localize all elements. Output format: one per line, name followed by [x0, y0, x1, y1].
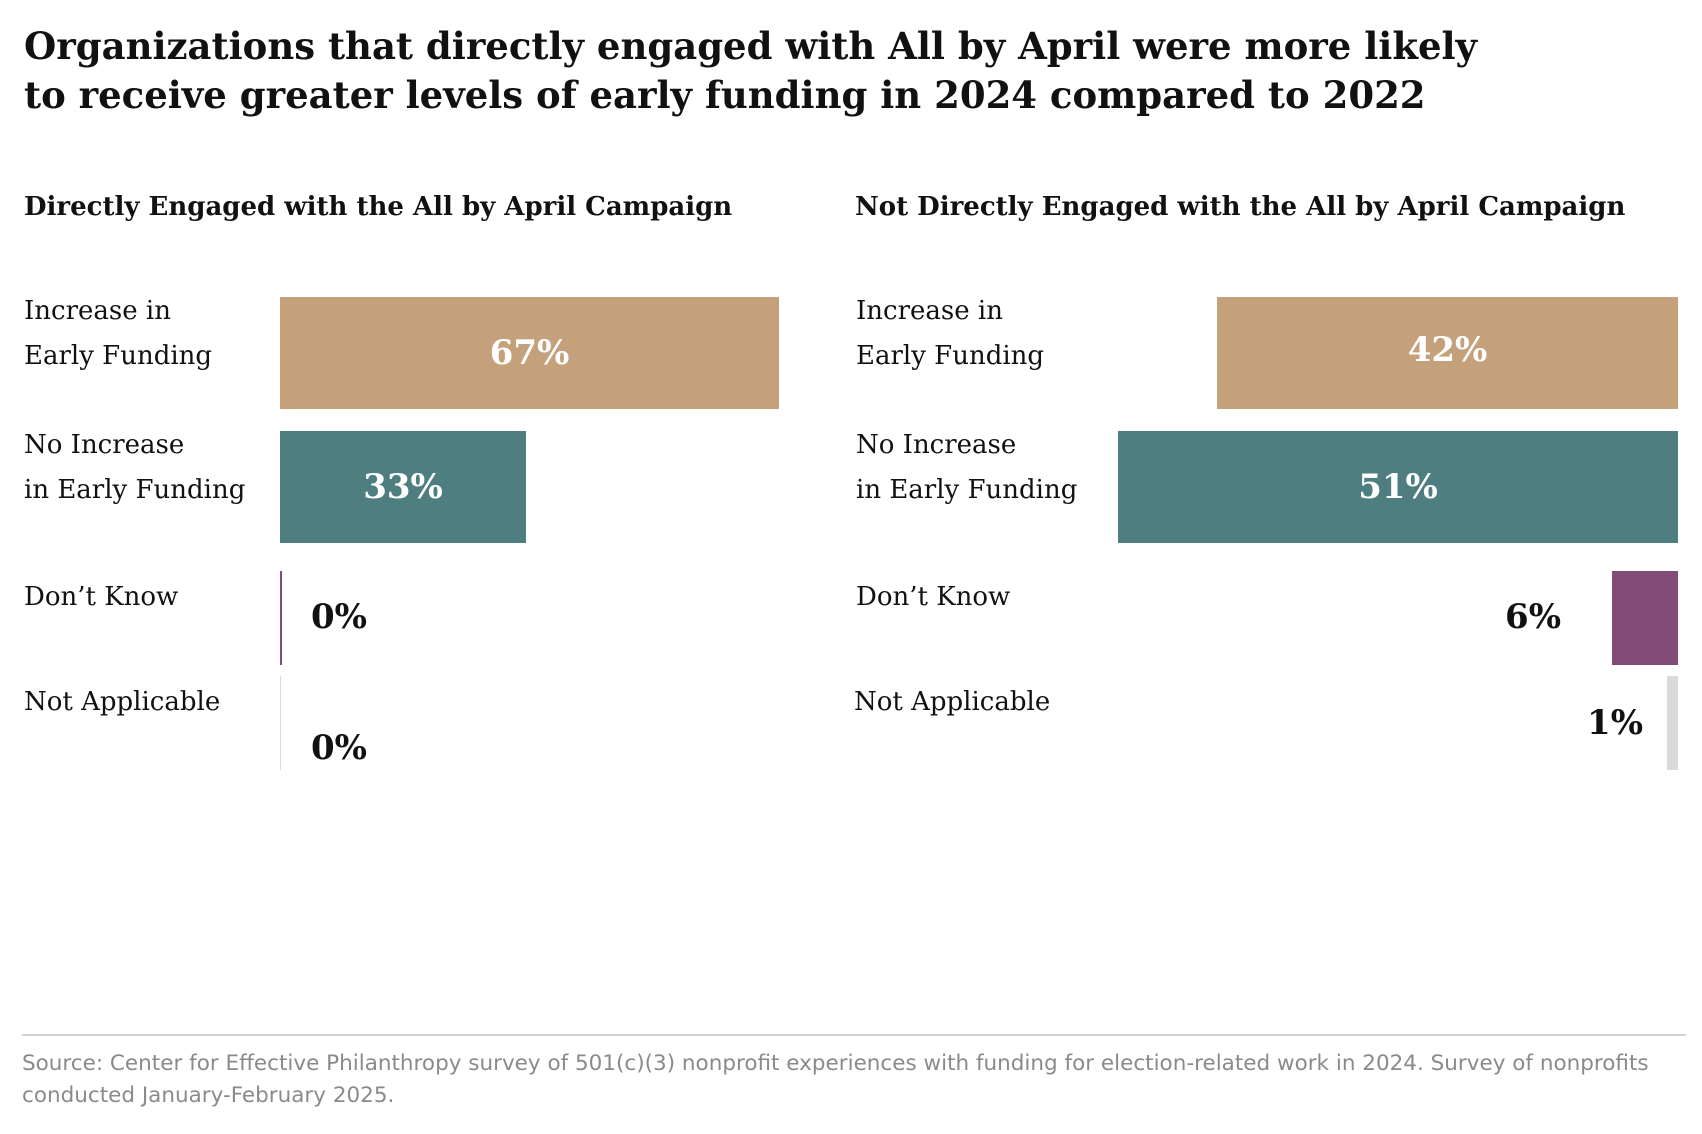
category-label-line: Early Funding	[24, 341, 213, 371]
bar-no-increase	[280, 431, 526, 543]
category-label-line: Increase in	[24, 296, 171, 326]
bar-dont-know	[280, 571, 282, 665]
bar-not-applicable	[280, 676, 281, 770]
value-label: 33%	[363, 467, 443, 507]
category-label-line: in Early Funding	[856, 475, 1078, 505]
bar-row-no-increase: No Increase in Early Funding 51%	[832, 430, 1678, 543]
value-label: 0%	[311, 728, 367, 768]
bar-increase	[1217, 297, 1678, 409]
category-label-line: Don’t Know	[856, 582, 1011, 612]
bar-no-increase	[1118, 431, 1678, 543]
category-label-line: in Early Funding	[24, 475, 246, 505]
source-note: Source: Center for Effective Philanthrop…	[22, 1051, 1649, 1108]
category-label: Increase in Early Funding	[24, 289, 212, 379]
panel-subtitle: Directly Engaged with the All by April C…	[24, 192, 733, 222]
category-label: Don’t Know	[856, 575, 1010, 620]
bar-row-not-applicable: Not Applicable 1%	[832, 676, 1678, 770]
chart-title-line-1: Organizations that directly engaged with…	[24, 24, 1478, 68]
bar-row-not-applicable: Not Applicable 0%	[0, 676, 820, 770]
category-label: No Increase in Early Funding	[856, 423, 1077, 513]
chart-title-line-2: to receive greater levels of early fundi…	[24, 73, 1426, 117]
category-label-line: Not Applicable	[854, 687, 1051, 717]
panel-directly-engaged: Directly Engaged with the All by April C…	[0, 186, 820, 826]
category-label-line: Not Applicable	[24, 687, 221, 717]
bar-row-dont-know: Don’t Know 0%	[0, 571, 820, 665]
value-label: 0%	[311, 597, 367, 637]
category-label: Don’t Know	[24, 575, 178, 620]
category-label: Increase in Early Funding	[856, 289, 1044, 379]
bar-row-no-increase: No Increase in Early Funding 33%	[0, 430, 820, 543]
bar-row-increase: Increase in Early Funding 67%	[0, 296, 820, 409]
category-label-line: Early Funding	[856, 341, 1045, 371]
category-label-line: No Increase	[856, 430, 1017, 460]
chart-title: Organizations that directly engaged with…	[24, 22, 1624, 120]
category-label-line: Don’t Know	[24, 582, 179, 612]
bar-not-applicable	[1667, 676, 1678, 770]
category-label: Not Applicable	[854, 680, 1050, 725]
category-label-line: Increase in	[856, 296, 1003, 326]
bar-row-increase: Increase in Early Funding 42%	[832, 296, 1678, 409]
panel-not-directly-engaged: Not Directly Engaged with the All by Apr…	[832, 186, 1678, 826]
bar-dont-know	[1612, 571, 1678, 665]
value-label: 6%	[1505, 597, 1561, 637]
value-label: 67%	[489, 333, 570, 373]
footer-divider	[22, 1034, 1686, 1036]
value-label: 42%	[1407, 330, 1488, 370]
panel-subtitle: Not Directly Engaged with the All by Apr…	[855, 192, 1626, 222]
value-label: 51%	[1358, 467, 1438, 507]
bar-row-dont-know: Don’t Know 6%	[832, 571, 1678, 665]
bar-increase	[280, 297, 779, 409]
category-label: No Increase in Early Funding	[24, 423, 245, 513]
category-label: Not Applicable	[24, 680, 220, 725]
category-label-line: No Increase	[24, 430, 185, 460]
value-label: 1%	[1587, 703, 1643, 743]
